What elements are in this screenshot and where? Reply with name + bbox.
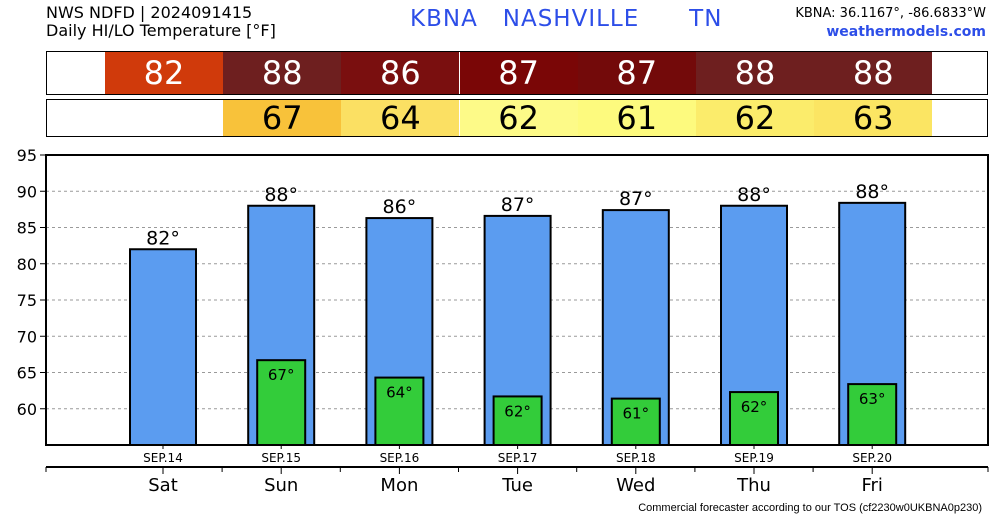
plot-frame bbox=[45, 154, 989, 446]
y-tick-label: 95 bbox=[17, 146, 37, 165]
x-date-label: SEP.16 bbox=[380, 451, 420, 465]
chart-title: Daily HI/LO Temperature [°F] bbox=[46, 21, 276, 40]
low-temp-label: 62° bbox=[741, 398, 768, 416]
y-tick-label: 90 bbox=[17, 182, 37, 201]
y-tick-label: 80 bbox=[17, 255, 37, 274]
site-link[interactable]: weathermodels.com bbox=[826, 24, 986, 40]
x-day-label: Wed bbox=[616, 475, 655, 496]
x-date-label: SEP.19 bbox=[734, 451, 774, 465]
chart-header-right: KBNA: 36.1167°, -86.6833°W weathermodels… bbox=[795, 5, 986, 41]
low-temp-label: 63° bbox=[859, 390, 886, 408]
temperature-bar-chart: 95 90 85 80 75 70 65 60 82° 88° 67° 86° 64° 87° 62° 87°… bbox=[17, 146, 989, 496]
low-temp-bar bbox=[847, 383, 898, 447]
y-tick-label: 85 bbox=[17, 219, 37, 238]
x-date-label: SEP.18 bbox=[616, 451, 656, 465]
y-tick-label: 70 bbox=[17, 327, 37, 346]
high-temperature-strip: 82 88 86 87 87 88 88 bbox=[46, 51, 988, 95]
low-temp-cell bbox=[104, 100, 224, 136]
x-date-label: SEP.14 bbox=[143, 451, 183, 465]
tos-footer: Commercial forecaster according to our T… bbox=[638, 502, 982, 514]
x-day-label: Tue bbox=[501, 475, 533, 496]
low-temp-bar bbox=[729, 391, 779, 447]
high-temp-label: 82° bbox=[146, 227, 180, 249]
x-date-label: SEP.15 bbox=[261, 451, 301, 465]
high-temp-cell: 88 bbox=[814, 52, 933, 94]
low-temperature-strip: 67 64 62 61 62 63 bbox=[46, 99, 988, 137]
high-temp-label: 86° bbox=[383, 196, 417, 218]
x-day-label: Mon bbox=[380, 475, 418, 496]
high-temp-bar bbox=[129, 248, 197, 446]
high-temp-cell: 88 bbox=[223, 52, 342, 94]
x-day-label: Fri bbox=[861, 475, 882, 496]
high-temp-label: 87° bbox=[501, 194, 535, 216]
city-name: NASHVILLE bbox=[502, 6, 640, 32]
x-day-label: Sat bbox=[148, 475, 178, 496]
low-temp-label: 67° bbox=[268, 366, 295, 384]
low-temp-label: 61° bbox=[623, 405, 650, 423]
high-temp-label: 88° bbox=[264, 184, 298, 206]
x-day-label: Thu bbox=[736, 475, 771, 496]
low-temp-label: 64° bbox=[386, 384, 413, 402]
high-temp-label: 87° bbox=[619, 188, 653, 210]
x-date-label: SEP.20 bbox=[852, 451, 892, 465]
high-temp-cell: 86 bbox=[341, 52, 460, 94]
high-temp-label: 88° bbox=[737, 184, 771, 206]
model-run-label: NWS NDFD | 2024091415 bbox=[46, 3, 253, 22]
state-code: TN bbox=[689, 6, 723, 32]
low-temp-cell: 63 bbox=[814, 99, 933, 137]
x-date-label: SEP.17 bbox=[498, 451, 538, 465]
low-temp-bar bbox=[492, 395, 543, 446]
high-temp-cell: 82 bbox=[104, 52, 224, 94]
low-temp-cell: 61 bbox=[577, 99, 696, 137]
low-temp-cell: 67 bbox=[223, 99, 342, 137]
low-temp-label: 62° bbox=[504, 402, 531, 420]
high-temp-label: 88° bbox=[855, 181, 889, 203]
station-code: KBNA bbox=[410, 6, 478, 32]
station-coordinates: KBNA: 36.1167°, -86.6833°W bbox=[795, 6, 986, 21]
station-title: KBNA NASHVILLE TN bbox=[410, 6, 722, 32]
low-temp-cell: 64 bbox=[341, 99, 460, 137]
high-temp-cell: 87 bbox=[459, 52, 578, 94]
high-temp-cell: 87 bbox=[577, 52, 696, 94]
y-tick-label: 60 bbox=[17, 400, 37, 419]
high-temp-cell: 88 bbox=[695, 52, 815, 94]
chart-header-left: NWS NDFD | 2024091415 Daily HI/LO Temper… bbox=[46, 4, 276, 40]
low-temp-cell: 62 bbox=[695, 99, 815, 137]
y-tick-label: 65 bbox=[17, 364, 37, 383]
low-temp-cell: 62 bbox=[459, 99, 578, 137]
low-temp-bar bbox=[374, 376, 425, 447]
y-tick-label: 75 bbox=[17, 291, 37, 310]
x-day-label: Sun bbox=[264, 475, 298, 496]
low-temp-bar bbox=[256, 359, 307, 446]
